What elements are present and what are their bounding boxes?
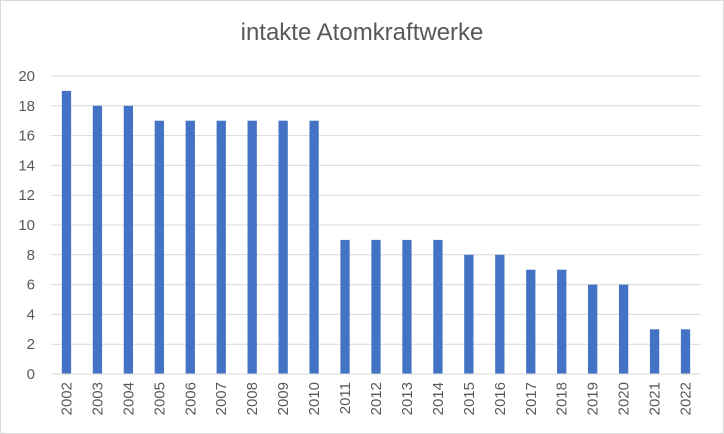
- chart-title: intakte Atomkraftwerke: [240, 19, 484, 46]
- x-axis-ticks: 2002 2003 2004 2005 2006 2007 2008 2009 2010 2011…: [58, 382, 694, 415]
- x-tick-label: 2002: [58, 382, 75, 415]
- x-tick-label: 2021: [647, 382, 664, 415]
- bar-2007: [216, 120, 226, 374]
- x-tick-label: 2005: [151, 382, 168, 415]
- bar-2018: [557, 269, 567, 374]
- bar-2015: [464, 254, 474, 374]
- bar-2017: [526, 269, 536, 374]
- bar-2002: [61, 90, 72, 375]
- y-tick-label: 18: [18, 98, 35, 115]
- bar-2011: [340, 239, 350, 374]
- bar-2009: [278, 120, 288, 374]
- bar-2006: [185, 120, 195, 374]
- bar-2004: [123, 105, 134, 375]
- x-tick-label: 2018: [554, 382, 571, 415]
- x-tick-label: 2004: [120, 382, 137, 415]
- bar-2022: [680, 329, 691, 374]
- bar-2003: [92, 105, 103, 375]
- y-tick-label: 16: [18, 128, 35, 145]
- x-tick-label: 2006: [182, 382, 199, 415]
- y-tick-label: 10: [18, 217, 35, 234]
- x-tick-label: 2015: [461, 382, 478, 415]
- bar-2016: [495, 254, 505, 374]
- bar-2019: [588, 284, 598, 374]
- bar-2010: [309, 120, 319, 374]
- bar-2014: [433, 239, 443, 374]
- x-tick-label: 2013: [399, 382, 416, 415]
- x-tick-label: 2008: [244, 382, 261, 415]
- bar-2020: [618, 284, 629, 374]
- y-tick-label: 14: [18, 157, 35, 174]
- x-tick-label: 2009: [275, 382, 292, 415]
- x-tick-label: 2016: [492, 382, 509, 415]
- x-tick-label: 2011: [337, 382, 354, 414]
- bar-2021: [649, 329, 660, 374]
- y-tick-label: 2: [27, 336, 35, 353]
- y-tick-label: 6: [27, 277, 35, 294]
- x-tick-label: 2010: [306, 382, 323, 415]
- x-tick-label: 2017: [523, 382, 540, 415]
- y-axis-ticks: 0 2 4 6 8 10 12 14 16 18 20: [18, 68, 35, 383]
- bar-2005: [154, 120, 164, 374]
- y-tick-label: 0: [27, 366, 35, 383]
- bar-2013: [402, 239, 412, 374]
- y-tick-label: 20: [18, 68, 35, 85]
- y-tick-label: 8: [27, 247, 35, 264]
- bar-2012: [371, 239, 381, 374]
- x-tick-label: 2022: [678, 382, 695, 415]
- x-tick-label: 2014: [430, 382, 447, 415]
- x-tick-label: 2003: [89, 382, 106, 415]
- x-tick-label: 2012: [368, 382, 385, 415]
- bar-2008: [247, 120, 257, 374]
- x-tick-label: 2019: [585, 382, 602, 415]
- bars: [61, 90, 691, 375]
- y-tick-label: 12: [18, 187, 35, 204]
- y-tick-label: 4: [27, 306, 35, 323]
- x-tick-label: 2020: [616, 382, 633, 415]
- x-tick-label: 2007: [213, 382, 230, 415]
